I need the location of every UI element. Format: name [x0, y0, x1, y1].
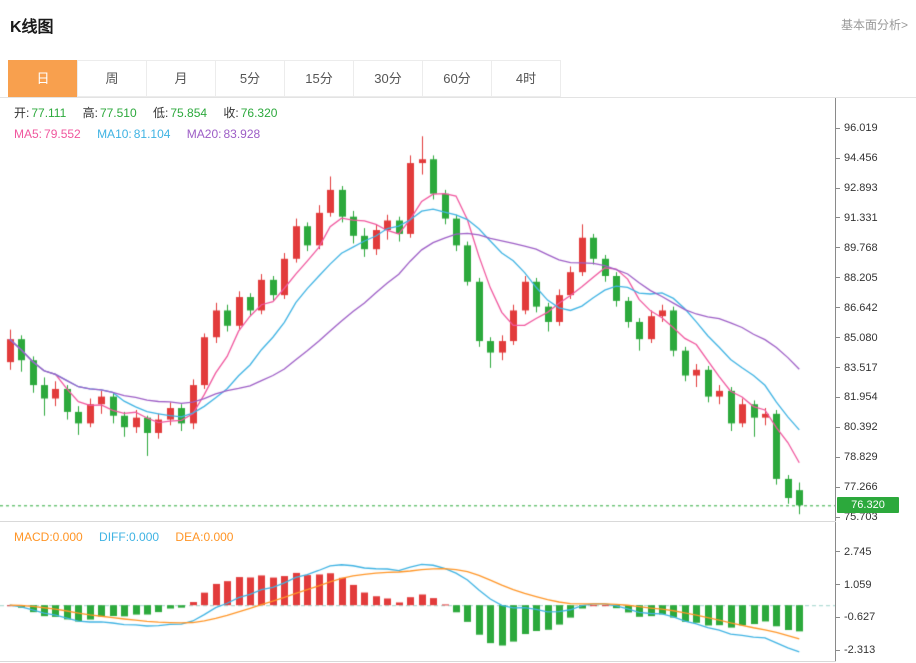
- tab-4时[interactable]: 4时: [491, 60, 561, 97]
- dea-value: 0.000: [203, 530, 234, 544]
- macd-value: 0.000: [52, 530, 83, 544]
- macd-axis-label: 1.059: [836, 579, 872, 591]
- price-axis-label: 83.517: [836, 362, 878, 374]
- price-axis-label: 94.456: [836, 152, 878, 164]
- high-readout: 高: 77.510: [83, 106, 137, 120]
- price-axis-label: 75.703: [836, 511, 878, 523]
- open-label: 开:: [14, 106, 30, 120]
- low-value: 75.854: [170, 106, 208, 120]
- price-axis-label: 92.893: [836, 182, 878, 194]
- diff-readout: DIFF:0.000: [99, 530, 159, 544]
- tab-月[interactable]: 月: [146, 60, 216, 97]
- price-axis-label: 80.392: [836, 421, 878, 433]
- high-label: 高:: [82, 106, 98, 120]
- tab-5分[interactable]: 5分: [215, 60, 285, 97]
- macd-axis-label: -2.313: [836, 644, 875, 656]
- price-axis-label: 89.768: [836, 242, 878, 254]
- low-readout: 低: 75.854: [153, 106, 207, 120]
- fundamental-analysis-link[interactable]: 基本面分析>: [840, 18, 908, 32]
- low-label: 低:: [153, 106, 169, 120]
- ohlc-legend: 开: 77.111 高: 77.510 低: 75.854 收: 76.320: [14, 104, 290, 121]
- candlestick-canvas[interactable]: [0, 98, 835, 521]
- tab-周[interactable]: 周: [77, 60, 147, 97]
- ma5-value: 79.552: [44, 127, 81, 141]
- price-axis-label: 81.954: [836, 391, 878, 403]
- dea-label: DEA:: [175, 530, 204, 544]
- chart-bottom-border: [0, 661, 836, 662]
- macd-legend: MACD:0.000 DIFF:0.000 DEA:0.000: [14, 530, 246, 544]
- macd-label: MACD:: [14, 530, 53, 544]
- price-axis-label: 91.331: [836, 212, 878, 224]
- tab-日[interactable]: 日: [8, 60, 78, 97]
- price-axis-line: [835, 98, 836, 662]
- price-axis-label: 77.266: [836, 481, 878, 493]
- high-value: 77.510: [99, 106, 137, 120]
- close-label: 收:: [223, 106, 239, 120]
- panel-separator: [0, 521, 836, 522]
- ma10-value: 81.104: [133, 127, 171, 141]
- ma10-label: MA10:: [97, 127, 132, 141]
- open-readout: 开: 77.111: [14, 106, 66, 120]
- last-price-tag: 76.320: [837, 497, 899, 514]
- period-tabs: 日周月 5分 15分 30分 60分 4时: [0, 60, 916, 98]
- page-title: K线图: [10, 19, 54, 36]
- price-axis-label: 88.205: [836, 272, 878, 284]
- macd-axis-label: -0.627: [836, 611, 875, 623]
- ma-legend: MA5: 79.552 MA10: 81.104 MA20: 83.928: [14, 127, 273, 141]
- tab-60分[interactable]: 60分: [422, 60, 492, 97]
- price-axis-label: 85.080: [836, 332, 878, 344]
- ma20-value: 83.928: [223, 127, 261, 141]
- diff-label: DIFF:: [99, 530, 130, 544]
- macd-canvas[interactable]: [0, 522, 835, 661]
- tab-15分[interactable]: 15分: [284, 60, 354, 97]
- macd-axis-label: 2.745: [836, 546, 872, 558]
- macd-readout: MACD:0.000: [14, 530, 83, 544]
- dea-readout: DEA:0.000: [175, 530, 233, 544]
- ma5-readout: MA5: 79.552: [14, 127, 81, 141]
- price-axis-label: 78.829: [836, 451, 878, 463]
- diff-value: 0.000: [129, 530, 160, 544]
- close-readout: 收: 76.320: [223, 106, 277, 120]
- price-axis-label: 86.642: [836, 302, 878, 314]
- ma20-label: MA20:: [186, 127, 222, 141]
- tab-30分[interactable]: 30分: [353, 60, 423, 97]
- ma10-readout: MA10: 81.104: [97, 127, 170, 141]
- ma20-readout: MA20: 83.928: [187, 127, 260, 141]
- close-value: 76.320: [240, 106, 278, 120]
- open-value: 77.111: [31, 106, 67, 120]
- ma5-label: MA5:: [14, 127, 43, 141]
- price-axis-label: 96.019: [836, 122, 878, 134]
